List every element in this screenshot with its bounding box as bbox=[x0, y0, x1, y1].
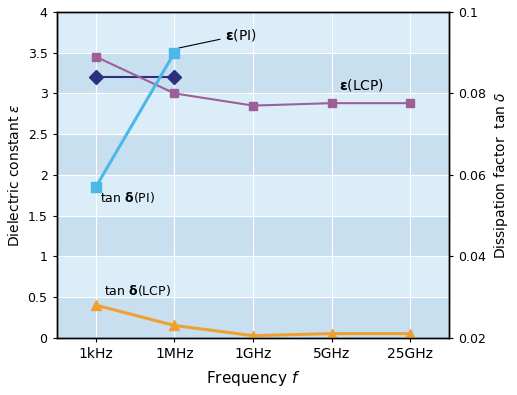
Text: tan $\mathbf{\delta}$(LCP): tan $\mathbf{\delta}$(LCP) bbox=[104, 283, 171, 298]
Bar bbox=[56, 134, 449, 175]
Bar bbox=[56, 12, 449, 53]
Bar bbox=[56, 53, 449, 93]
Bar bbox=[56, 93, 449, 134]
Bar bbox=[56, 256, 449, 297]
Y-axis label: Dissipation factor  tan $\mathit{\delta}$: Dissipation factor tan $\mathit{\delta}$ bbox=[492, 91, 510, 259]
Text: tan $\mathbf{\delta}$(PI): tan $\mathbf{\delta}$(PI) bbox=[100, 190, 155, 205]
Bar bbox=[56, 297, 449, 338]
Bar bbox=[56, 175, 449, 216]
Y-axis label: Dielectric constant $\mathit{\varepsilon}$: Dielectric constant $\mathit{\varepsilon… bbox=[7, 103, 22, 247]
Text: $\mathbf{\varepsilon}$(LCP): $\mathbf{\varepsilon}$(LCP) bbox=[340, 77, 385, 93]
X-axis label: Frequency $\mathit{f}$: Frequency $\mathit{f}$ bbox=[206, 369, 300, 388]
Text: $\mathbf{\varepsilon}$(PI): $\mathbf{\varepsilon}$(PI) bbox=[179, 27, 257, 48]
Bar bbox=[56, 216, 449, 256]
